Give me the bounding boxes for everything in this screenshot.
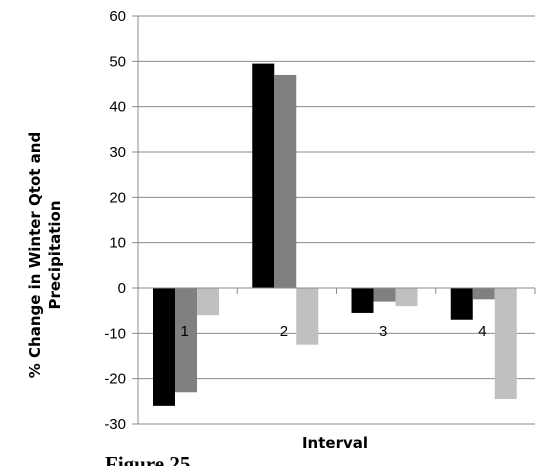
bar xyxy=(395,288,418,307)
bar xyxy=(153,288,175,406)
y-tick-label: 40 xyxy=(109,99,126,116)
y-tick-label: 0 xyxy=(118,280,126,297)
x-axis xyxy=(137,287,536,294)
y-axis: 60 50 40 30 20 10 0 -10 -20 -30 xyxy=(104,8,139,433)
bar xyxy=(494,288,517,400)
y-tick-label: 30 xyxy=(109,144,126,161)
bar xyxy=(274,74,297,288)
bar xyxy=(351,288,374,313)
bar xyxy=(175,288,197,393)
y-axis-title: % Change in Winter Qtot and Precipitatio… xyxy=(26,132,64,378)
y-tick-label: 60 xyxy=(109,8,126,25)
y-tick-label: -10 xyxy=(104,325,126,342)
x-category-label: 2 xyxy=(280,323,288,340)
y-axis-title-line-2: Precipitation xyxy=(46,200,64,309)
bar xyxy=(296,288,319,345)
x-axis-title: Interval xyxy=(302,434,368,452)
bar-series xyxy=(153,63,517,406)
bar xyxy=(450,288,473,320)
y-tick-label: 50 xyxy=(109,53,126,70)
bar xyxy=(252,63,275,288)
bar xyxy=(197,288,219,316)
x-category-label: 4 xyxy=(478,323,486,340)
x-category-label: 3 xyxy=(379,323,387,340)
y-tick-label: -30 xyxy=(104,416,126,433)
y-tick-label: 20 xyxy=(109,189,126,206)
x-category-label: 1 xyxy=(180,323,188,340)
y-axis-title-line-1: % Change in Winter Qtot and xyxy=(26,132,44,378)
category-labels: 1 2 3 4 xyxy=(180,323,486,340)
y-tick-label: -20 xyxy=(104,371,126,388)
figure-caption: Figure 25 xyxy=(105,452,190,466)
y-tick-label: 10 xyxy=(109,235,126,252)
bar xyxy=(472,288,495,300)
bar xyxy=(373,288,396,302)
